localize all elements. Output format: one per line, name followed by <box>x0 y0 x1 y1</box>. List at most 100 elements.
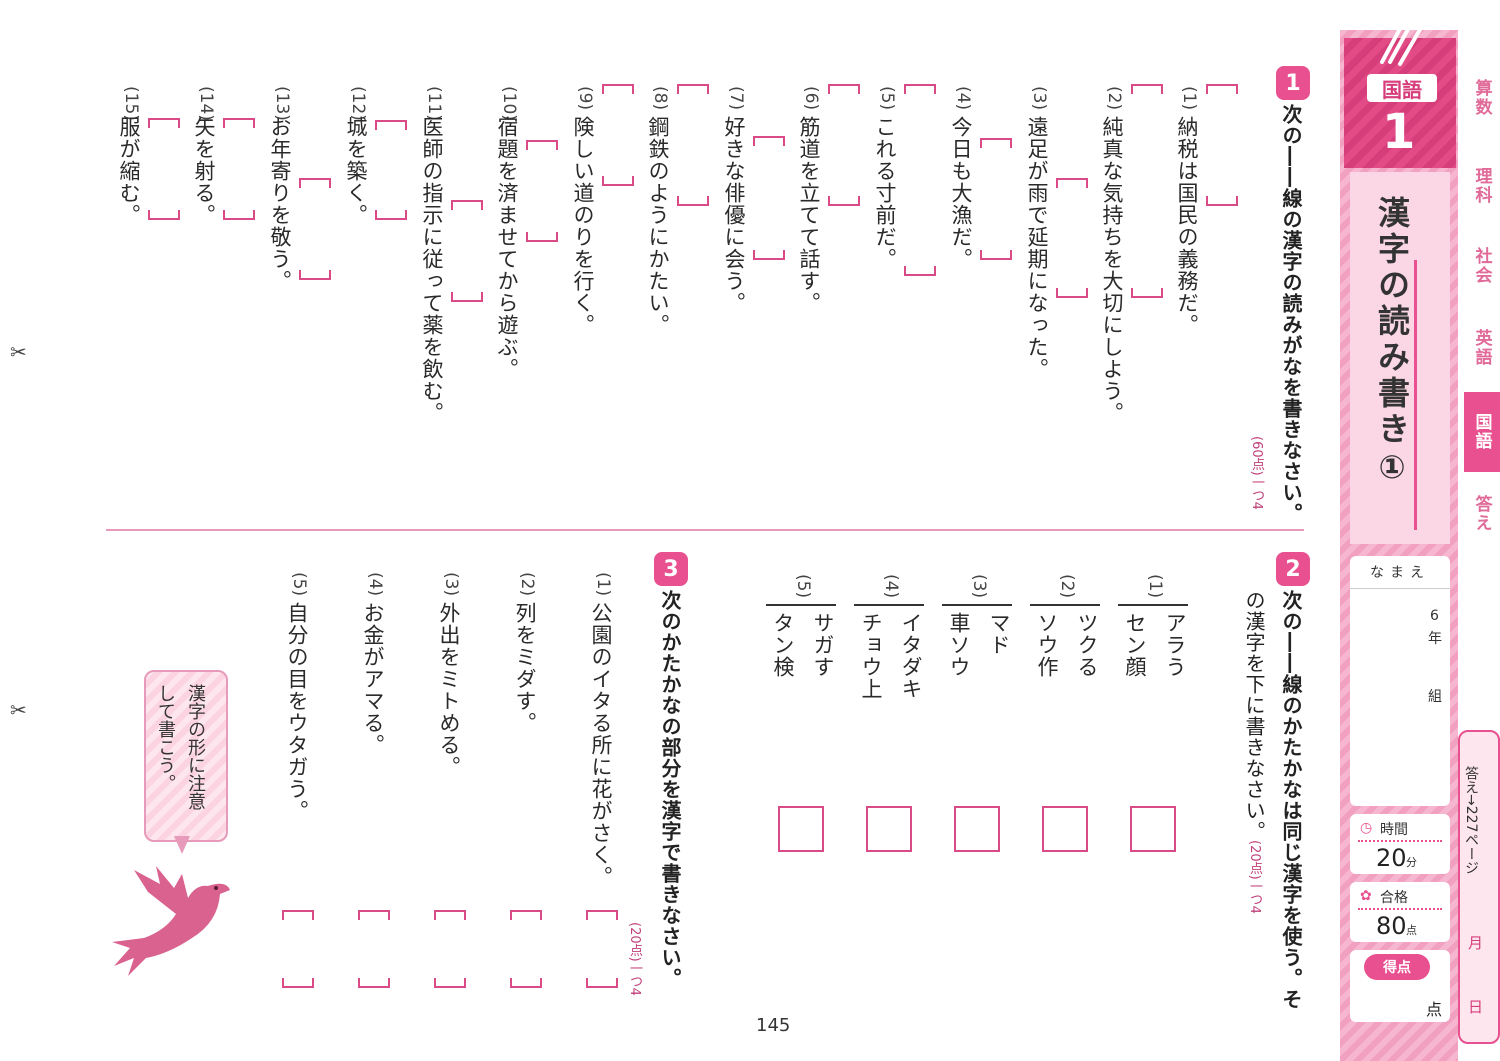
q2-item-rule <box>766 604 836 606</box>
q2-item-number: (1) <box>1145 574 1165 599</box>
q2-item-word-a: イタダキ <box>899 612 923 700</box>
time-unit: 分 <box>1406 856 1417 869</box>
q1-answer-bracket-bottom[interactable] <box>451 292 483 302</box>
q1-item-number: (6) <box>801 86 821 111</box>
scissors-icon: ✂ <box>10 340 27 364</box>
q1-answer-bracket-top[interactable] <box>602 84 634 94</box>
q3-answer-bracket-top[interactable] <box>282 910 314 920</box>
tab-sansu[interactable]: 算数 <box>1471 79 1492 117</box>
hint-bubble-tail <box>174 836 190 854</box>
q1-answer-bracket-top[interactable] <box>148 118 180 128</box>
q2-item-rule <box>854 604 924 606</box>
q1-item-number: (10) <box>499 86 519 121</box>
day-label: 日 <box>1468 998 1484 1016</box>
q2-answer-box[interactable] <box>778 806 824 852</box>
hint-line2: して書こう。 <box>155 684 176 792</box>
q2-item-rule <box>1118 604 1188 606</box>
q1-answer-bracket-top[interactable] <box>677 84 709 94</box>
q2-answer-box[interactable] <box>1042 806 1088 852</box>
q3-answer-bracket-top[interactable] <box>510 910 542 920</box>
q1-item-text: 今日も大漁だ。 <box>949 116 973 270</box>
q1-item-text: 納税は国民の義務だ。 <box>1175 116 1199 336</box>
title-underline <box>1414 260 1417 530</box>
q2-answer-box[interactable] <box>1130 806 1176 852</box>
q2-item-number: (3) <box>969 574 989 599</box>
q1-item-number: (11) <box>424 86 444 121</box>
q1-answer-bracket-bottom[interactable] <box>602 176 634 186</box>
q1-answer-bracket-top[interactable] <box>451 200 483 210</box>
q3-answer-bracket-top[interactable] <box>586 910 618 920</box>
q3-answer-bracket-bottom[interactable] <box>510 978 542 988</box>
tab-kotae[interactable]: 答え <box>1471 495 1492 533</box>
q3-item-number: (1) <box>593 572 613 597</box>
q1-answer-bracket-bottom[interactable] <box>375 210 407 220</box>
tab-rika[interactable]: 理科 <box>1471 167 1492 205</box>
score-label: 得点 <box>1383 960 1411 976</box>
q3-answer-bracket-bottom[interactable] <box>358 978 390 988</box>
q1-answer-bracket-bottom[interactable] <box>223 210 255 220</box>
q1-answer-bracket-bottom[interactable] <box>677 196 709 206</box>
q1-answer-bracket-bottom[interactable] <box>1056 288 1088 298</box>
q1-answer-bracket-bottom[interactable] <box>299 270 331 280</box>
subject-label: 国語 <box>1382 77 1422 102</box>
q1-answer-bracket-bottom[interactable] <box>526 232 558 242</box>
q3-item-number: (4) <box>365 572 385 597</box>
q3-answer-bracket-top[interactable] <box>358 910 390 920</box>
q1-answer-bracket-bottom[interactable] <box>148 210 180 220</box>
time-value: 20 <box>1376 844 1407 872</box>
q1-answer-bracket-top[interactable] <box>375 120 407 130</box>
pass-label: 合格 <box>1380 890 1408 906</box>
q1-answer-bracket-bottom[interactable] <box>1206 196 1238 206</box>
q1-answer-bracket-top[interactable] <box>1056 178 1088 188</box>
q3-answer-bracket-bottom[interactable] <box>586 978 618 988</box>
q1-answer-bracket-top[interactable] <box>299 178 331 188</box>
q1-answer-bracket-top[interactable] <box>904 84 936 94</box>
q1-item-text: 矢を射る。 <box>192 116 216 226</box>
q3-number: 3 <box>654 552 688 586</box>
month-label: 月 <box>1468 934 1484 952</box>
name-card: なまえ 6 年 組 <box>1350 556 1450 806</box>
q1-answer-bracket-bottom[interactable] <box>1131 288 1163 298</box>
q3-answer-bracket-bottom[interactable] <box>282 978 314 988</box>
q3-answer-bracket-top[interactable] <box>434 910 466 920</box>
tab-eigo[interactable]: 英語 <box>1471 329 1492 367</box>
q2-item-word-b: チョウ上 <box>859 612 883 700</box>
q1-item-text: 医師の指示に従って薬を飲む。 <box>420 116 444 424</box>
q1-answer-bracket-bottom[interactable] <box>980 250 1012 260</box>
q1-item-text: 城を築く。 <box>344 116 368 226</box>
q2-item-number: (5) <box>793 574 813 599</box>
q1-answer-bracket-top[interactable] <box>753 136 785 146</box>
q2-item-word-b: ソウ作 <box>1035 612 1059 678</box>
q1-answer-bracket-top[interactable] <box>223 118 255 128</box>
q2-item-number: (4) <box>881 574 901 599</box>
q1-item-text: 純真な気持ちを大切にしよう。 <box>1100 116 1124 424</box>
q2-item-rule <box>942 604 1012 606</box>
tab-kokugo[interactable]: 国語 <box>1464 392 1500 472</box>
bird-illustration <box>112 866 230 976</box>
sidebar-header <box>1344 38 1456 168</box>
q1-answer-bracket-top[interactable] <box>828 84 860 94</box>
grade-unit: 年 <box>1428 631 1442 647</box>
q1-item-text: 服が縮む。 <box>117 116 141 226</box>
answer-ref-tab[interactable] <box>1458 730 1500 1044</box>
q1-answer-bracket-bottom[interactable] <box>904 266 936 276</box>
q2-answer-box[interactable] <box>954 806 1000 852</box>
q1-answer-bracket-top[interactable] <box>526 140 558 150</box>
q3-item-text: 列をミダす。 <box>513 602 537 734</box>
q2-answer-box[interactable] <box>866 806 912 852</box>
q1-answer-bracket-bottom[interactable] <box>753 250 785 260</box>
q3-item-number: (2) <box>517 572 537 597</box>
q1-item-number: (2) <box>1104 86 1124 111</box>
tab-shakai[interactable]: 社会 <box>1471 247 1492 285</box>
q2-item-rule <box>1030 604 1100 606</box>
q1-item-number: (3) <box>1029 86 1049 111</box>
q1-answer-bracket-top[interactable] <box>1206 84 1238 94</box>
q1-answer-bracket-top[interactable] <box>1131 84 1163 94</box>
scissors-icon: ✂ <box>10 698 27 722</box>
q3-points: (20点)一つ4 <box>627 922 642 996</box>
q1-answer-bracket-top[interactable] <box>980 138 1012 148</box>
q1-answer-bracket-bottom[interactable] <box>828 196 860 206</box>
pass-card: ✿ 合格 80 点 <box>1350 882 1450 942</box>
page-number: 145 <box>756 1015 791 1036</box>
q3-answer-bracket-bottom[interactable] <box>434 978 466 988</box>
